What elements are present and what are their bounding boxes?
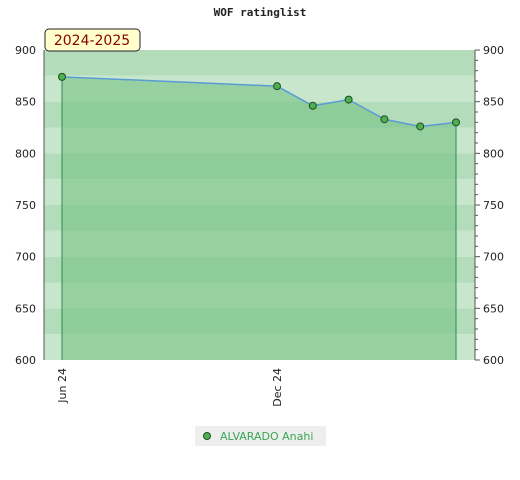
y-tick-label-right: 700 (483, 251, 504, 264)
y-tick-label-right: 750 (483, 199, 504, 212)
legend-box (195, 426, 326, 446)
y-tick-label-left: 700 (15, 251, 36, 264)
y-tick-label-left: 800 (15, 147, 36, 160)
y-tick-label-left: 900 (15, 44, 36, 57)
data-points (58, 72, 460, 131)
data-point[interactable] (452, 118, 460, 127)
legend-label: ALVARADO Anahi (220, 430, 313, 443)
x-tick-label: Jun 24 (56, 368, 69, 404)
y-axis-left: 600 650 700 750 800 850 900 (15, 44, 45, 367)
season-badge: 2024-2025 (44, 28, 141, 52)
y-axis-right: 600 650 700 750 800 850 900 (474, 44, 504, 367)
data-point[interactable] (344, 95, 353, 104)
data-point[interactable] (416, 122, 425, 131)
legend[interactable]: ALVARADO Anahi (195, 426, 326, 446)
y-tick-label-right: 850 (483, 96, 504, 109)
background-band (44, 50, 475, 76)
x-axis: Jun 24 Dec 24 (56, 368, 284, 407)
y-tick-label-right: 900 (483, 44, 504, 57)
legend-marker-icon (203, 432, 211, 440)
data-point[interactable] (308, 101, 317, 110)
y-tick-label-left: 750 (15, 199, 36, 212)
y-tick-label-left: 600 (15, 354, 36, 367)
x-tick-label: Dec 24 (271, 368, 284, 407)
chart-title: WOF ratinglist (214, 6, 307, 19)
season-badge-box (44, 28, 141, 52)
data-point[interactable] (380, 115, 389, 124)
y-tick-label-right: 650 (483, 302, 504, 315)
season-badge-label: 2024-2025 (54, 33, 130, 49)
y-tick-label-left: 850 (15, 96, 36, 109)
y-tick-label-left: 650 (15, 302, 36, 315)
series-area (62, 76, 456, 360)
y-tick-label-right: 600 (483, 354, 504, 367)
y-tick-label-right: 800 (483, 147, 504, 160)
data-point[interactable] (273, 82, 281, 91)
data-point[interactable] (58, 72, 66, 81)
